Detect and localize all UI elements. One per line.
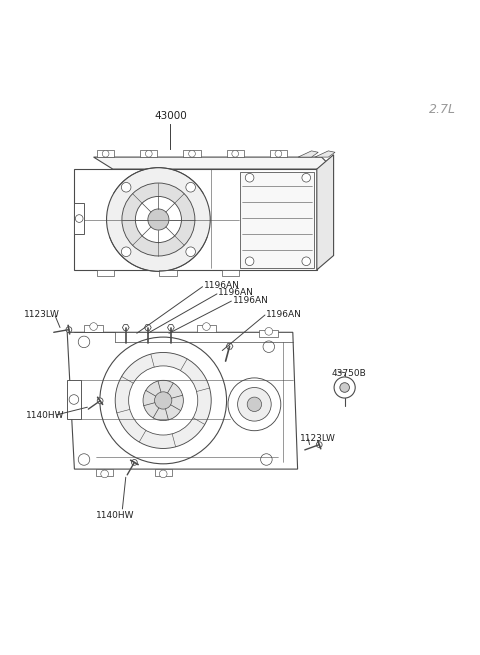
Circle shape xyxy=(132,460,137,465)
Circle shape xyxy=(155,392,172,409)
Circle shape xyxy=(66,327,72,333)
Circle shape xyxy=(186,183,195,192)
Text: 2.7L: 2.7L xyxy=(429,103,456,116)
Circle shape xyxy=(145,151,152,157)
Polygon shape xyxy=(97,270,114,276)
Circle shape xyxy=(238,388,271,421)
Polygon shape xyxy=(67,381,81,419)
Circle shape xyxy=(340,383,349,392)
Circle shape xyxy=(97,398,103,403)
Circle shape xyxy=(159,470,167,477)
Polygon shape xyxy=(183,150,201,157)
Circle shape xyxy=(232,151,239,157)
Circle shape xyxy=(115,352,211,449)
Polygon shape xyxy=(155,469,172,476)
Polygon shape xyxy=(144,325,151,330)
Circle shape xyxy=(107,168,210,271)
Circle shape xyxy=(121,247,131,257)
Circle shape xyxy=(148,209,169,230)
Circle shape xyxy=(334,377,355,398)
Polygon shape xyxy=(74,169,317,270)
Text: 1196AN: 1196AN xyxy=(204,281,240,290)
Circle shape xyxy=(101,470,108,477)
Circle shape xyxy=(203,323,210,330)
Polygon shape xyxy=(240,172,314,267)
Polygon shape xyxy=(259,330,278,337)
Polygon shape xyxy=(84,325,103,332)
Text: 1123LW: 1123LW xyxy=(300,434,336,443)
Circle shape xyxy=(78,454,90,465)
Polygon shape xyxy=(168,325,174,330)
Circle shape xyxy=(121,183,131,192)
Circle shape xyxy=(129,366,198,435)
Text: 1140HW: 1140HW xyxy=(96,511,134,520)
Polygon shape xyxy=(74,202,84,234)
Polygon shape xyxy=(226,343,233,349)
Circle shape xyxy=(186,247,195,257)
Circle shape xyxy=(228,378,281,431)
Circle shape xyxy=(69,395,79,404)
Polygon shape xyxy=(317,155,334,270)
Circle shape xyxy=(90,323,97,330)
Text: 1196AN: 1196AN xyxy=(233,295,269,305)
Polygon shape xyxy=(159,270,177,276)
Polygon shape xyxy=(97,150,114,157)
Circle shape xyxy=(135,196,181,242)
Circle shape xyxy=(275,151,282,157)
Circle shape xyxy=(245,174,254,182)
Polygon shape xyxy=(96,469,113,476)
Polygon shape xyxy=(227,150,244,157)
Text: 43000: 43000 xyxy=(154,111,187,121)
Circle shape xyxy=(265,328,273,335)
Circle shape xyxy=(302,174,311,182)
Text: 1196AN: 1196AN xyxy=(218,288,254,297)
Polygon shape xyxy=(122,325,129,330)
Polygon shape xyxy=(298,151,318,157)
Polygon shape xyxy=(270,150,287,157)
Polygon shape xyxy=(67,332,298,469)
Circle shape xyxy=(122,183,195,256)
Circle shape xyxy=(302,257,311,265)
Text: 43750B: 43750B xyxy=(331,369,366,377)
Text: 1140HW: 1140HW xyxy=(26,411,65,421)
Circle shape xyxy=(247,397,262,411)
Polygon shape xyxy=(140,150,157,157)
Circle shape xyxy=(75,215,83,223)
Circle shape xyxy=(143,381,183,421)
Text: 1123LW: 1123LW xyxy=(24,310,60,318)
Polygon shape xyxy=(315,151,335,157)
Circle shape xyxy=(245,257,254,265)
Circle shape xyxy=(102,151,109,157)
Circle shape xyxy=(100,337,227,464)
Polygon shape xyxy=(94,157,334,169)
Text: 1196AN: 1196AN xyxy=(266,310,302,318)
Circle shape xyxy=(189,151,195,157)
Polygon shape xyxy=(197,325,216,332)
Circle shape xyxy=(263,341,275,352)
Circle shape xyxy=(316,441,322,447)
Polygon shape xyxy=(222,270,239,276)
Circle shape xyxy=(261,454,272,465)
Circle shape xyxy=(78,336,90,348)
